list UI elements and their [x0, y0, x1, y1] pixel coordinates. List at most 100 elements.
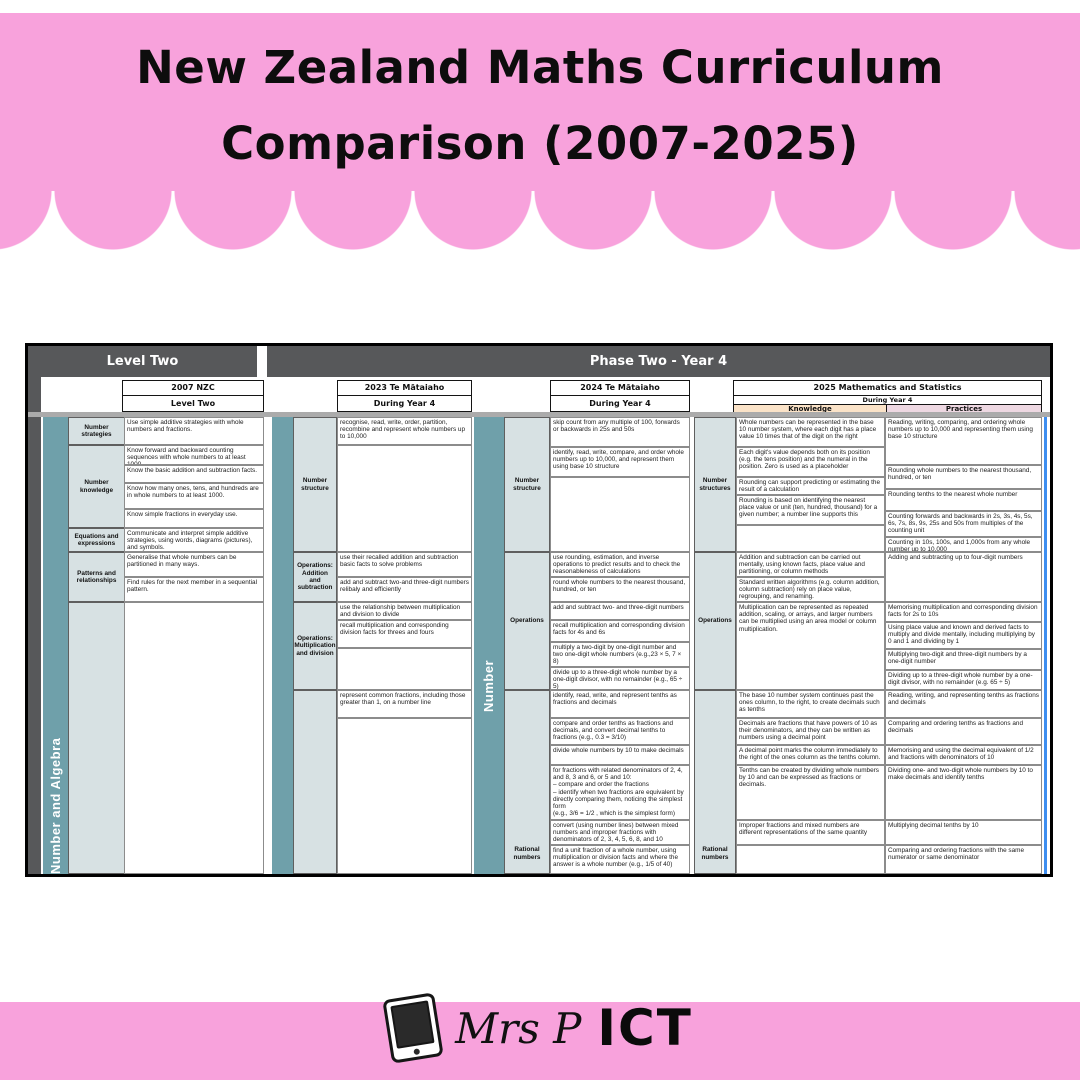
- row-label: Operations: Addition and subtraction: [293, 552, 337, 602]
- tablet-icon: [382, 992, 444, 1064]
- table-cell: Comparing and ordering fractions with th…: [885, 845, 1042, 874]
- tablet-home-button: [413, 1048, 421, 1056]
- table-cell: Tenths can be created by dividing whole …: [736, 765, 885, 820]
- table-cell: add and subtract two- and three-digit nu…: [550, 602, 690, 620]
- table-cell: [124, 602, 264, 874]
- table-cell: Adding and subtracting up to four-digit …: [885, 552, 1042, 602]
- table-cell: Know forward and backward counting seque…: [124, 445, 264, 465]
- brand-logo: Mrs P ICT: [0, 992, 1080, 1064]
- table-cell: Improper fractions and mixed numbers are…: [736, 820, 885, 845]
- table-cell: [337, 648, 472, 690]
- table-cell: recall multiplication and corresponding …: [337, 620, 472, 648]
- table-cell: divide up to a three-digit whole number …: [550, 667, 690, 690]
- table-cell: represent common fractions, including th…: [337, 690, 472, 718]
- table-cell: Multiplying decimal tenths by 10: [885, 820, 1042, 845]
- table-cell: Memorising multiplication and correspond…: [885, 602, 1042, 622]
- header-2007-period: Level Two: [170, 399, 216, 408]
- table-cell: find a unit fraction of a whole number, …: [550, 845, 690, 874]
- strand-band-2024: [474, 417, 504, 874]
- header-2007: 2007 NZC Level Two: [122, 380, 264, 412]
- table-cell: Multiplying two-digit and three-digit nu…: [885, 649, 1042, 670]
- header-2024: 2024 Te Mātaiaho During Year 4: [550, 380, 690, 412]
- table-cell: for fractions with related denominators …: [550, 765, 690, 820]
- table-cell: divide whole numbers by 10 to make decim…: [550, 745, 690, 765]
- table-cell: Know how many ones, tens, and hundreds a…: [124, 483, 264, 509]
- row-label: Number strategies: [68, 417, 125, 445]
- row-label: [293, 690, 337, 874]
- table-cell: convert (using number lines) between mix…: [550, 820, 690, 845]
- table-cell: Know the basic addition and subtraction …: [124, 465, 264, 483]
- table-cell: Counting in 10s, 100s, and 1,000s from a…: [885, 537, 1042, 552]
- table-cell: Decimals are fractions that have powers …: [736, 718, 885, 745]
- banner-level-two: Level Two: [28, 346, 257, 377]
- table-cell: Memorising and using the decimal equival…: [885, 745, 1042, 765]
- table-cell: Rounding is based on identifying the nea…: [736, 495, 885, 525]
- header-pink-banner: [0, 13, 1080, 191]
- table-cell: [736, 525, 885, 552]
- table-cell: Generalise that whole numbers can be par…: [124, 552, 264, 577]
- knowledge-subheader: Knowledge: [734, 405, 887, 414]
- strand-label-number-and-algebra: Number and Algebra: [48, 737, 63, 875]
- row-label: Number structure: [504, 417, 550, 552]
- table-cell: Rounding tenths to the nearest whole num…: [885, 489, 1042, 511]
- title-line-2: Comparison (2007-2025): [221, 117, 859, 170]
- header-2007-year: 2007 NZC: [123, 381, 263, 396]
- table-cell: Multiplication can be represented as rep…: [736, 602, 885, 690]
- row-label: Equations and expressions: [68, 528, 125, 552]
- strand-band-2007: [43, 417, 68, 874]
- header-2025-year: 2025 Mathematics and Statistics: [734, 381, 1041, 396]
- table-cell: recognise, read, write, order, partition…: [337, 417, 472, 445]
- header-2023-period: During Year 4: [373, 399, 436, 408]
- table-cell: Rounding can support predicting or estim…: [736, 477, 885, 495]
- header-separator: [28, 412, 1050, 417]
- table-cell: Addition and subtraction can be carried …: [736, 552, 885, 577]
- row-label: Patterns and relationships: [68, 552, 125, 602]
- table-cell: identify, read, write, compare, and orde…: [550, 447, 690, 477]
- table-cell: round whole numbers to the nearest thous…: [550, 577, 690, 602]
- table-cell: use rounding, estimation, and inverse op…: [550, 552, 690, 577]
- table-cell: [736, 845, 885, 874]
- table-cell: Reading, writing, and representing tenth…: [885, 690, 1042, 718]
- header-2025-period: During Year 4: [862, 396, 913, 404]
- title-line-1: New Zealand Maths Curriculum: [136, 41, 944, 94]
- table-cell: Find rules for the next member in a sequ…: [124, 577, 264, 602]
- table-cell: skip count from any multiple of 100, for…: [550, 417, 690, 447]
- row-label: [68, 602, 125, 874]
- table-cell: Communicate and interpret simple additiv…: [124, 528, 264, 552]
- brand-name-script: Mrs P: [455, 1003, 582, 1053]
- table-cell: Know simple fractions in everyday use.: [124, 509, 264, 528]
- practices-subheader: Practices: [887, 405, 1041, 414]
- row-label: Operations: [694, 552, 736, 690]
- table-cell: compare and order tenths as fractions an…: [550, 718, 690, 745]
- table-cell: Whole numbers can be represented in the …: [736, 417, 885, 447]
- header-2025-subcolumns: Knowledge Practices: [734, 404, 1041, 414]
- strand-label-number: Number: [481, 659, 496, 713]
- table-cell: Dividing up to a three-digit whole numbe…: [885, 670, 1042, 690]
- table-cell: [337, 718, 472, 874]
- tablet-screen: [390, 1000, 435, 1049]
- table-cell: Dividing one- and two-digit whole number…: [885, 765, 1042, 820]
- table-cell: use their recalled addition and subtract…: [337, 552, 472, 577]
- table-cell: recall multiplication and corresponding …: [550, 620, 690, 642]
- header-2023: 2023 Te Mātaiaho During Year 4: [337, 380, 472, 412]
- table-cell: Standard written algorithms (e.g. column…: [736, 577, 885, 602]
- row-label: Operations: [504, 552, 550, 690]
- row-label: Rational numbers: [694, 690, 736, 874]
- table-cell: The base 10 number system continues past…: [736, 690, 885, 718]
- table-cell: Comparing and ordering tenths as fractio…: [885, 718, 1042, 745]
- scalloped-edge: [0, 191, 1080, 251]
- header-2024-period: During Year 4: [589, 399, 651, 408]
- header-2023-year: 2023 Te Mātaiaho: [338, 381, 471, 396]
- table-cell: add and subtract two-and three-digit num…: [337, 577, 472, 602]
- table-cell: multiply a two-digit by one-digit number…: [550, 642, 690, 667]
- table-cell: Using place value and known and derived …: [885, 622, 1042, 649]
- row-label: Number structures: [694, 417, 736, 552]
- table-cell: [337, 445, 472, 552]
- table-cell: Rounding whole numbers to the nearest th…: [885, 465, 1042, 489]
- row-label: Number structure: [293, 417, 337, 552]
- table-cell: [550, 477, 690, 552]
- curriculum-comparison-table: Level Two Phase Two - Year 4 2007 NZC Le…: [25, 343, 1053, 877]
- banner-phase-two-year-4: Phase Two - Year 4: [267, 346, 1050, 377]
- poster-title: New Zealand Maths Curriculum Comparison …: [0, 30, 1080, 182]
